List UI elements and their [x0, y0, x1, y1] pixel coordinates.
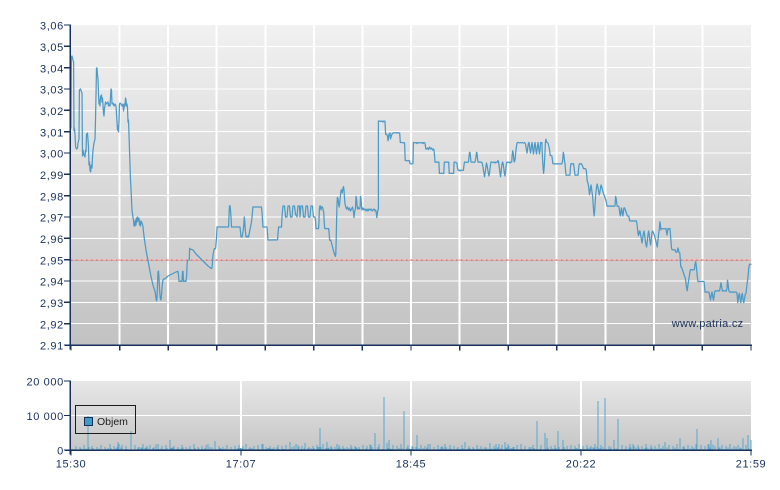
- svg-text:2,93: 2,93: [40, 298, 64, 310]
- svg-text:3,04: 3,04: [40, 63, 64, 75]
- svg-text:2,96: 2,96: [40, 234, 64, 246]
- svg-text:18:45: 18:45: [396, 459, 427, 471]
- svg-text:15:30: 15:30: [56, 459, 87, 471]
- svg-text:20 000: 20 000: [27, 377, 64, 389]
- svg-text:17:07: 17:07: [226, 459, 257, 471]
- svg-text:3,05: 3,05: [40, 42, 64, 54]
- svg-text:3,06: 3,06: [40, 21, 64, 33]
- svg-text:2,99: 2,99: [40, 170, 64, 182]
- svg-text:2,95: 2,95: [40, 255, 64, 267]
- svg-text:0: 0: [57, 446, 64, 458]
- svg-text:Objem: Objem: [97, 416, 128, 428]
- svg-text:2,94: 2,94: [40, 277, 64, 289]
- svg-text:3,01: 3,01: [40, 127, 64, 139]
- svg-text:3,02: 3,02: [40, 106, 64, 118]
- svg-text:2,98: 2,98: [40, 191, 64, 203]
- svg-text:21:59: 21:59: [736, 459, 767, 471]
- svg-text:2.91: 2.91: [40, 341, 64, 353]
- svg-text:3,03: 3,03: [40, 85, 64, 97]
- svg-text:2,97: 2,97: [40, 213, 64, 225]
- svg-text:2,92: 2,92: [40, 319, 64, 331]
- svg-text:20:22: 20:22: [566, 459, 597, 471]
- svg-text:3,00: 3,00: [40, 149, 64, 161]
- svg-text:www.patria.cz: www.patria.cz: [671, 318, 744, 330]
- svg-text:10 000: 10 000: [27, 411, 64, 423]
